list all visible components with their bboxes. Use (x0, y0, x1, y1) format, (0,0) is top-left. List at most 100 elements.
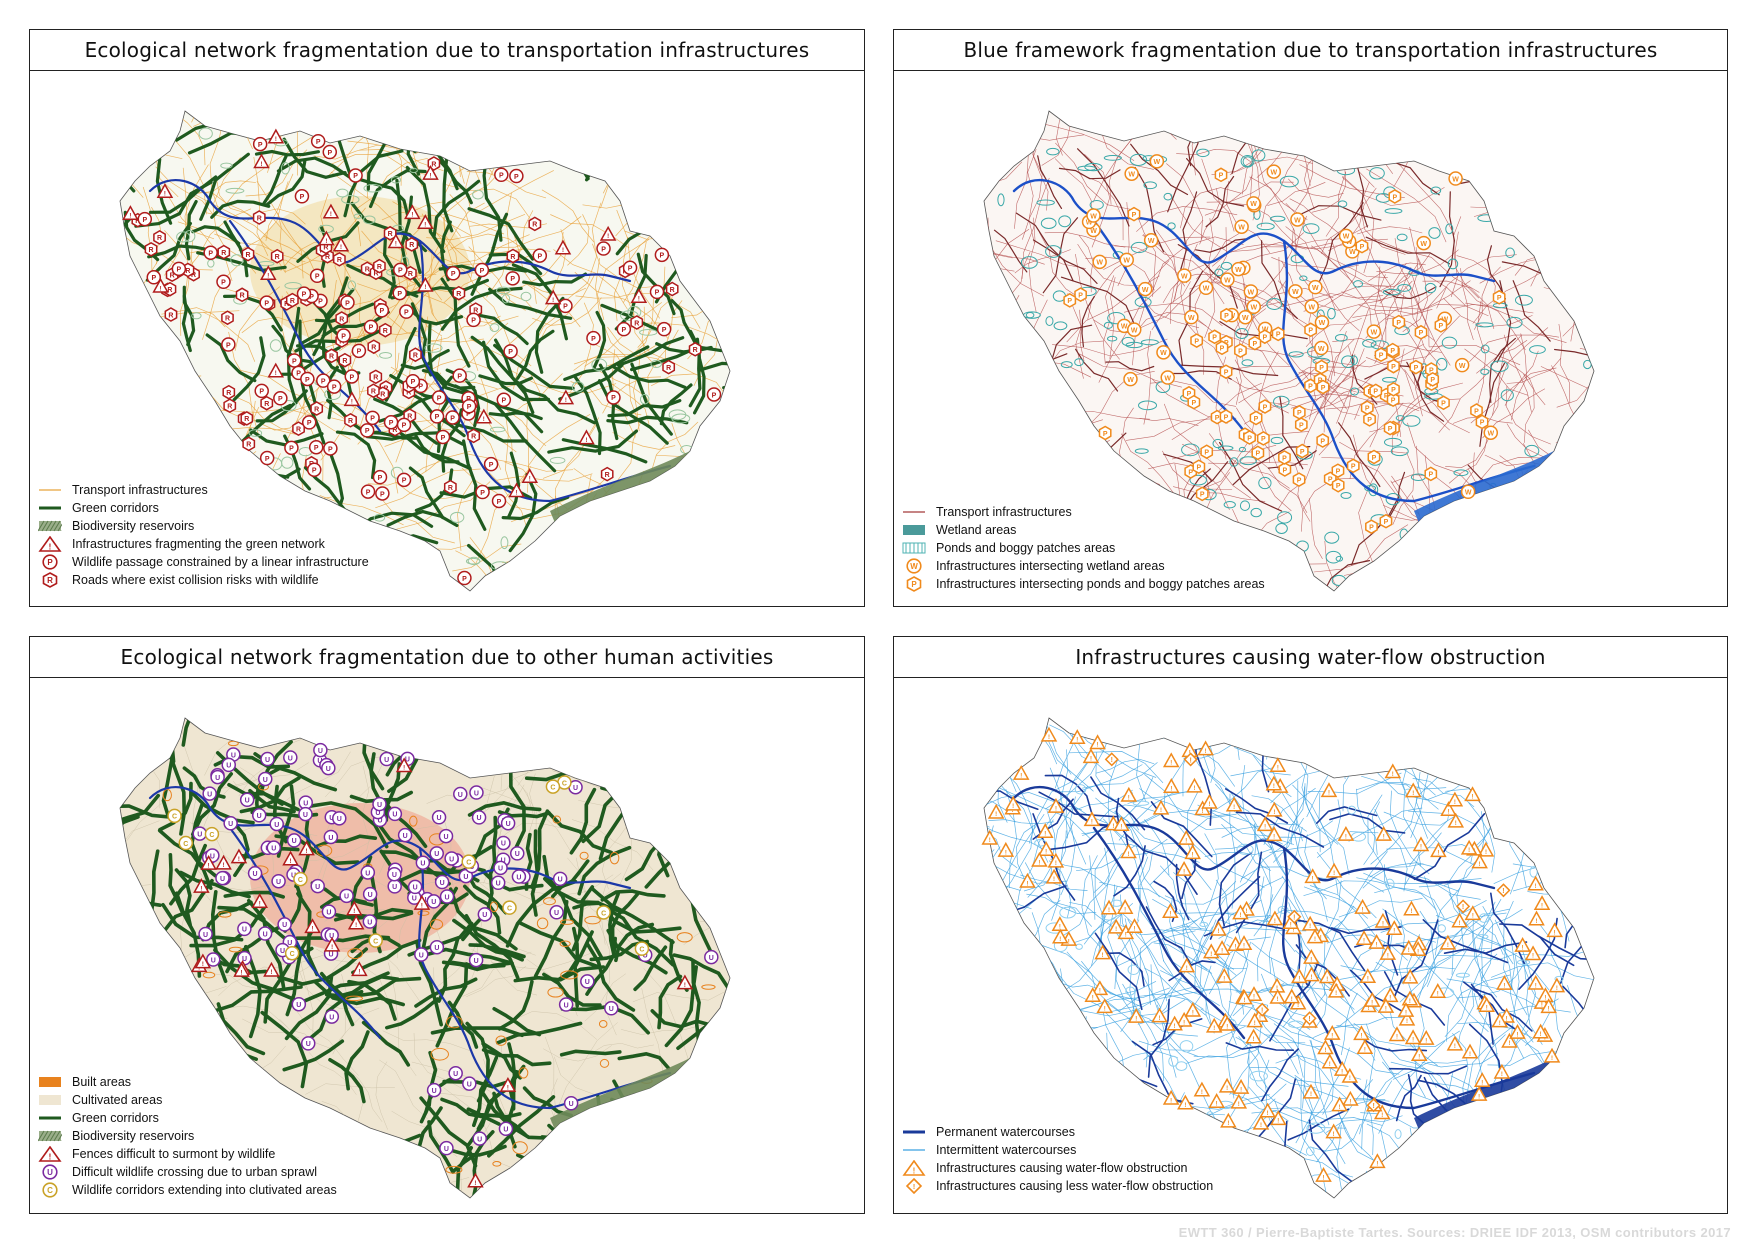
triangle-marker-icon: ! (1037, 841, 1055, 856)
hexagon-marker-icon: P (1470, 403, 1483, 418)
hexagon-marker-icon: P (1271, 326, 1285, 342)
svg-text:!: ! (1159, 1016, 1161, 1022)
svg-text:!: ! (395, 242, 397, 248)
hexagon-marker-icon: R (367, 339, 381, 355)
svg-text:U: U (609, 1006, 614, 1013)
svg-text:P: P (370, 416, 375, 423)
hexagon-marker-icon: P (1278, 450, 1291, 465)
hexagon-marker-icon: P (1426, 372, 1440, 387)
svg-text:!: ! (1253, 1037, 1255, 1043)
circle-marker-icon: U (291, 996, 307, 1012)
hexagon-marker-icon: R (405, 237, 419, 252)
svg-text:W: W (1160, 350, 1167, 357)
svg-text:U: U (276, 879, 281, 886)
svg-text:!: ! (1226, 1086, 1228, 1092)
circle-marker-icon: P (606, 390, 621, 405)
svg-text:!: ! (1522, 945, 1524, 951)
svg-text:!: ! (1314, 937, 1316, 943)
circle-marker-icon: U (498, 1121, 514, 1137)
triangle-marker-icon: ! (1464, 786, 1481, 802)
svg-text:!: ! (1349, 1099, 1351, 1105)
svg-text:P: P (265, 456, 270, 463)
circle-marker-icon: W (1092, 254, 1107, 270)
svg-text:R: R (240, 293, 245, 300)
triangle-marker-icon: ! (1537, 987, 1554, 1003)
svg-text:P: P (1078, 292, 1083, 299)
svg-text:P: P (151, 275, 156, 282)
circle-marker-icon: U (387, 879, 402, 894)
svg-text:!: ! (638, 297, 640, 303)
svg-text:!: ! (1120, 825, 1122, 831)
svg-text:U: U (419, 952, 424, 959)
hexagon-marker-icon: P (1215, 340, 1229, 356)
triangle-marker-icon: ! (1356, 1039, 1374, 1054)
svg-text:!: ! (1201, 1090, 1203, 1096)
svg-text:!: ! (1455, 821, 1457, 827)
svg-text:!: ! (1292, 928, 1294, 934)
circle-marker-icon: P (351, 343, 367, 359)
hexagon-marker-icon: P (1219, 364, 1233, 380)
svg-text:R: R (371, 344, 376, 351)
svg-text:P: P (1188, 469, 1193, 476)
svg-text:P: P (911, 580, 917, 589)
triangle-marker-icon: ! (298, 840, 315, 856)
svg-text:P: P (365, 428, 370, 435)
circle-marker-icon: U (438, 828, 454, 844)
circle-marker-icon: P (294, 189, 310, 204)
svg-text:R: R (244, 416, 249, 423)
svg-text:U: U (643, 953, 648, 960)
circle-symbol-icon: W (902, 558, 926, 574)
triangle-marker-icon: ! (1096, 998, 1113, 1014)
svg-text:R: R (185, 268, 190, 275)
circle-marker-icon: W (1338, 228, 1354, 244)
svg-text:!: ! (1503, 983, 1505, 989)
diamond-marker-icon: ! (1456, 899, 1471, 914)
svg-text:!: ! (1297, 1003, 1299, 1009)
svg-text:U: U (449, 856, 454, 863)
diamond-symbol-icon: ! (902, 1178, 926, 1194)
circle-marker-icon: U (558, 997, 574, 1012)
circle-marker-icon: U (496, 835, 511, 851)
diamond-marker-icon: ! (1366, 1098, 1381, 1113)
triangle-marker-icon: ! (1302, 1083, 1320, 1099)
svg-text:P: P (499, 173, 504, 180)
triangle-marker-icon: ! (1051, 928, 1069, 944)
svg-text:W: W (910, 562, 918, 571)
triangle-marker-icon: ! (347, 914, 365, 930)
triangle-marker-icon: ! (630, 288, 648, 304)
svg-text:C: C (172, 814, 177, 821)
svg-text:!: ! (1264, 825, 1266, 831)
svg-text:!: ! (1273, 835, 1275, 841)
circle-marker-icon: P (392, 285, 408, 301)
circle-marker-icon: P (429, 409, 445, 424)
triangle-marker-icon: ! (1325, 862, 1343, 878)
circle-marker-icon: U (434, 874, 450, 890)
svg-text:!: ! (1238, 1102, 1240, 1108)
svg-text:P: P (1320, 438, 1325, 445)
svg-text:R: R (157, 235, 162, 242)
region-map: RRRRRRRRRRRRRRRRRRRRRRRRRRRRRRRRRRRRRRRR… (119, 110, 731, 592)
circle-marker-icon: U (397, 827, 413, 843)
circle-marker-icon: C (284, 945, 300, 961)
svg-text:!: ! (1243, 943, 1245, 949)
circle-marker-icon: U (310, 878, 325, 894)
circle-marker-icon: P (396, 417, 412, 433)
svg-text:U: U (384, 757, 389, 764)
map-blue-transport: WW WWWWWWWWWWWWWWWWWWWWWWWWWWWWWWWWWWWWWW… (983, 110, 1595, 592)
svg-text:W: W (1292, 289, 1299, 296)
svg-text:P: P (466, 411, 471, 418)
triangle-marker-icon: ! (1524, 945, 1542, 961)
triangle-marker-icon: ! (1184, 844, 1201, 860)
svg-text:!: ! (1554, 931, 1556, 937)
circle-marker-icon: C (167, 808, 182, 824)
svg-text:R: R (323, 245, 328, 252)
circle-marker-icon: U (439, 1140, 454, 1156)
svg-text:R: R (448, 485, 453, 492)
circle-marker-icon: P (323, 441, 338, 456)
svg-text:P: P (366, 489, 371, 496)
circle-marker-icon: U (300, 1036, 316, 1051)
circle-marker-icon: W (1234, 219, 1249, 234)
triangle-marker-icon: ! (1401, 968, 1419, 984)
triangle-marker-icon: ! (1256, 816, 1274, 832)
triangle-marker-icon: ! (1266, 801, 1283, 817)
